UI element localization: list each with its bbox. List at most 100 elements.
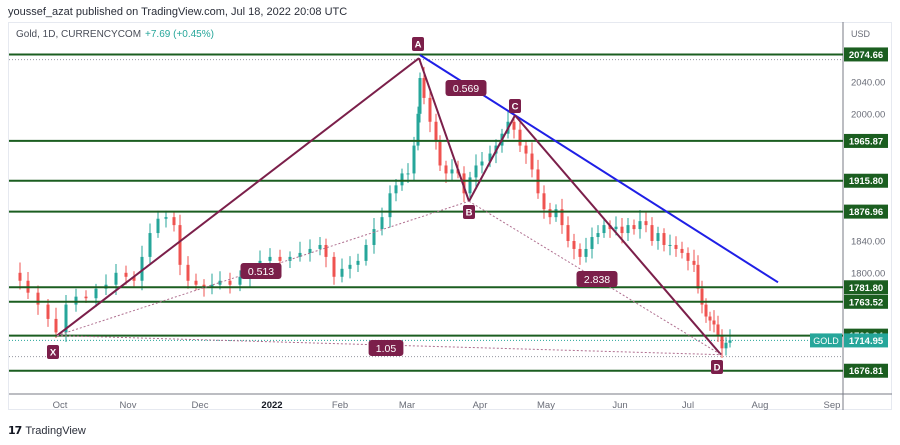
pattern-point-text: X [50,348,57,359]
candle-body [572,241,576,249]
candle-body [172,217,176,226]
candle-body [356,260,360,265]
candle-body [474,165,478,178]
candle-body [332,256,336,277]
candle-body [656,233,660,241]
candle-body [324,244,328,257]
candle-body [462,173,466,194]
candle-body [724,342,728,349]
candle-body [156,218,160,234]
level-price-text: 1763.52 [849,297,883,308]
ratio-label [445,80,487,96]
candle-body [74,296,78,305]
footer-brand: 𝟭𝟳 TradingView [8,424,86,437]
level-price-text: 1965.87 [849,136,883,147]
pattern-point-text: C [512,102,519,113]
time-tick: May [537,400,555,411]
candle-body [674,244,678,249]
pattern-point-label-a [412,37,424,51]
price-tick: 1840.00 [851,237,885,248]
candle-body [406,173,410,175]
price-tick: 2000.00 [851,109,885,120]
candle-body [148,233,152,257]
currency-label: USD [851,29,871,39]
time-tick: Apr [473,400,488,411]
pattern-ratio-line [468,200,722,356]
time-tick: Oct [53,400,68,411]
pattern-leg [56,57,420,337]
candle-body [340,268,344,277]
candle-body [318,244,322,249]
pattern-leg [418,57,470,202]
price-change: +7.69 (+0.45%) [145,29,214,40]
candle-body [218,280,222,285]
candle-body [620,226,624,234]
candle-body [512,121,516,130]
candle-body [140,256,144,281]
candle-body [644,221,648,226]
harmonic-pattern[interactable]: X A B C D 0.513 0.569 2.838 1.05 [47,37,723,374]
candle-body [632,225,636,230]
candle-body [178,225,182,265]
time-tick: Jun [612,400,627,411]
candle-body [84,296,88,299]
candle-body [210,284,214,288]
candle-body [708,316,712,321]
symbol-badge [810,333,842,348]
candle-body [268,256,272,261]
candle-body [480,161,484,166]
level-price-badge [844,173,888,188]
level-price-badge [844,294,888,309]
candle-body [164,217,168,219]
time-tick: Mar [399,400,415,411]
candle-body [388,193,392,218]
candle-body [668,244,672,246]
candle-body [554,209,558,218]
candle-body [308,248,312,253]
price-tick: 1800.00 [851,268,885,279]
candle-body [46,304,50,319]
candle-body [416,113,420,146]
candle-body [518,129,522,146]
candle-body [696,264,700,289]
candle-body [584,248,588,257]
candle-body [704,304,708,317]
candle-body [36,292,40,305]
candle-body [560,209,564,226]
candle-body [364,244,368,261]
candle-body [114,272,118,285]
level-price-badge [844,363,888,378]
price-tick: 2040.00 [851,78,885,89]
candle-body [278,256,282,261]
ratio-text: 0.513 [248,266,274,278]
candle-body [720,336,724,349]
candle-body [662,233,666,245]
candle-body [132,276,136,281]
candle-body [596,233,600,238]
pattern-leg [514,114,722,356]
time-tick: Nov [120,400,137,411]
candle-body [428,97,432,122]
pattern-leg [468,114,516,202]
level-price-text: 2074.66 [849,50,883,61]
candle-body [394,185,398,194]
pattern-point-text: D [714,363,721,374]
candle-body [530,153,534,170]
candle-body [434,121,438,142]
candle-body [418,78,422,114]
ratio-label [576,271,618,287]
candle-body [298,252,302,257]
pattern-point-text: A [415,40,422,51]
pattern-point-label-x [47,345,59,359]
candle-body [578,248,582,257]
candle-body [700,288,704,305]
candle-body [186,264,190,281]
level-price-badge [844,280,888,295]
level-price-badge [844,133,888,148]
candle-body [228,280,232,285]
candle-body [94,288,98,299]
level-price-text: 1876.96 [849,207,883,218]
pattern-point-label-b [463,205,475,219]
symbol-name: Gold, 1D, CURRENCYCOM [16,29,142,40]
